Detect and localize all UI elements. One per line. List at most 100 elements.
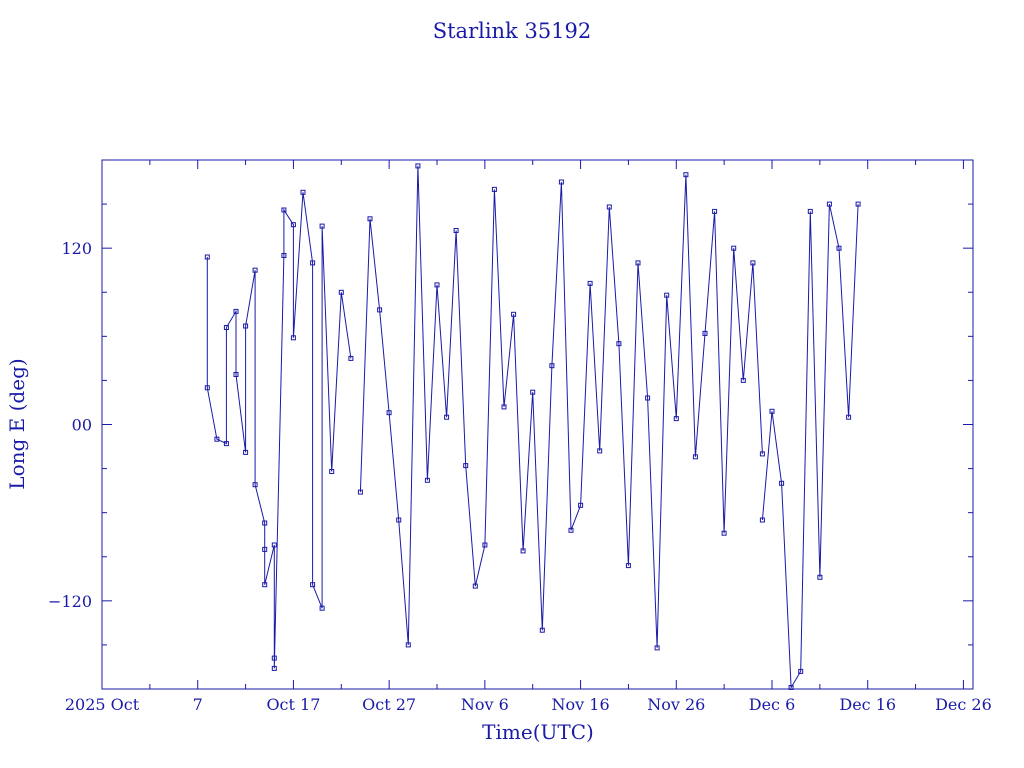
data-point xyxy=(673,416,679,422)
data-point xyxy=(290,335,296,341)
data-point xyxy=(271,665,277,671)
data-point xyxy=(740,377,746,383)
data-point xyxy=(759,517,765,523)
data-point xyxy=(807,208,813,214)
data-point xyxy=(606,204,612,210)
data-point xyxy=(204,254,210,260)
x-tick-label: Nov 26 xyxy=(647,695,705,714)
plot-frame xyxy=(101,159,974,690)
y-tick-label: 120 xyxy=(61,239,92,258)
x-tick-label: Dec 26 xyxy=(935,695,992,714)
data-point xyxy=(482,542,488,548)
data-point xyxy=(252,267,258,273)
x-tick-label: Oct 17 xyxy=(266,695,320,714)
data-point xyxy=(491,186,497,192)
data-point xyxy=(405,642,411,648)
data-point xyxy=(578,502,584,508)
data-point xyxy=(204,385,210,391)
data-point xyxy=(424,477,430,483)
data-point xyxy=(558,179,564,185)
data-point xyxy=(281,207,287,213)
data-point xyxy=(645,395,651,401)
data-point xyxy=(501,404,507,410)
data-point xyxy=(664,292,670,298)
data-point xyxy=(262,520,268,526)
data-point xyxy=(826,201,832,207)
data-point xyxy=(357,489,363,495)
data-point xyxy=(712,208,718,214)
data-point xyxy=(223,325,229,330)
data-point xyxy=(511,311,517,317)
data-point xyxy=(271,542,277,548)
data-point xyxy=(300,189,306,195)
data-point xyxy=(223,441,229,447)
chart-title: Starlink 35192 xyxy=(433,19,592,43)
data-point xyxy=(290,222,296,228)
y-tick-label: −120 xyxy=(48,592,92,611)
data-point xyxy=(453,228,459,233)
data-point xyxy=(769,408,775,414)
data-point xyxy=(587,280,593,286)
data-points xyxy=(204,163,861,690)
x-tick-label: 7 xyxy=(193,695,203,714)
x-tick-label: Nov 16 xyxy=(552,695,610,714)
data-point xyxy=(817,574,823,580)
x-tick-label: 2025 Oct xyxy=(65,695,140,714)
data-point xyxy=(319,605,325,611)
x-tick-label: Nov 6 xyxy=(461,695,509,714)
data-point xyxy=(329,469,335,474)
data-point xyxy=(654,645,660,651)
data-point xyxy=(262,546,268,552)
data-point xyxy=(520,548,526,554)
data-point xyxy=(616,341,622,347)
data-point xyxy=(338,289,344,295)
data-point xyxy=(836,245,842,251)
data-point xyxy=(731,245,737,251)
data-point xyxy=(472,583,478,589)
data-point xyxy=(568,527,574,533)
data-point xyxy=(625,563,631,569)
data-point xyxy=(252,482,258,488)
x-tick-label: Dec 16 xyxy=(839,695,896,714)
data-point xyxy=(214,436,220,442)
data-point xyxy=(846,414,852,420)
data-point xyxy=(597,448,603,454)
data-point xyxy=(262,582,268,588)
series-lines xyxy=(206,165,859,689)
data-point xyxy=(233,308,239,314)
data-point xyxy=(444,414,450,420)
data-point xyxy=(243,449,249,455)
data-point xyxy=(759,451,765,457)
data-point xyxy=(635,260,641,266)
data-point xyxy=(310,582,316,588)
data-point xyxy=(396,517,402,523)
data-point xyxy=(319,223,325,229)
data-point xyxy=(779,480,785,486)
data-point xyxy=(281,253,287,258)
data-point xyxy=(377,307,383,313)
data-point xyxy=(434,282,440,288)
data-point xyxy=(463,463,469,469)
x-axis-label: Time(UTC) xyxy=(482,720,594,744)
data-point xyxy=(798,668,804,674)
data-point xyxy=(692,454,698,460)
x-tick-label: Oct 27 xyxy=(362,695,416,714)
data-point xyxy=(683,172,689,178)
data-point xyxy=(549,363,555,369)
data-point xyxy=(721,530,727,536)
data-point xyxy=(348,355,354,361)
data-point xyxy=(750,260,756,266)
data-point xyxy=(271,655,277,661)
data-point xyxy=(233,372,239,377)
y-axis-label: Long E (deg) xyxy=(5,358,29,489)
series-line xyxy=(359,165,763,648)
series-line xyxy=(206,192,352,669)
data-point xyxy=(788,685,794,690)
data-point xyxy=(386,410,392,416)
x-tick-label: Dec 6 xyxy=(749,695,796,714)
data-point xyxy=(310,260,316,266)
y-axis-tick-labels: 120 00 −120 xyxy=(48,239,92,611)
data-point xyxy=(367,216,373,222)
data-point xyxy=(539,627,545,633)
